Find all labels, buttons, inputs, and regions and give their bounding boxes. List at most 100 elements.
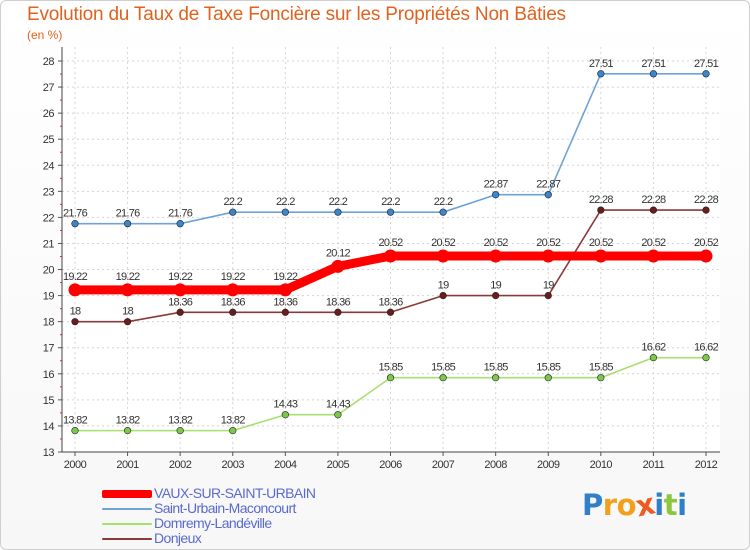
data-label: 18 xyxy=(122,306,133,318)
x-tick-label: 2003 xyxy=(222,459,245,471)
y-tick-label: 13 xyxy=(43,447,55,459)
data-label: 15.85 xyxy=(536,362,561,374)
logo-letter: r xyxy=(602,488,617,522)
data-label: 20.52 xyxy=(641,237,666,249)
logo-letter: i xyxy=(654,488,664,522)
data-label: 15.85 xyxy=(589,362,614,374)
data-label: 13.82 xyxy=(221,415,246,427)
legend-item: Saint-Urbain-Maconcourt xyxy=(102,500,362,516)
data-label: 27.51 xyxy=(589,58,614,70)
legend-label: Domremy-Landéville xyxy=(154,515,272,531)
data-label: 20.52 xyxy=(431,237,456,249)
data-label: 22.2 xyxy=(223,196,242,208)
data-point xyxy=(173,283,187,297)
data-point xyxy=(702,206,710,214)
data-label: 18.36 xyxy=(378,296,403,308)
data-label: 21.76 xyxy=(116,208,141,220)
logo-letter: i xyxy=(677,488,687,522)
data-label: 20.12 xyxy=(326,247,351,259)
x-tick-label: 2007 xyxy=(432,459,455,471)
y-tick-label: 22 xyxy=(43,212,55,224)
data-label: 21.76 xyxy=(63,208,88,220)
data-point xyxy=(544,292,552,300)
legend-swatch xyxy=(102,490,152,498)
x-tick-label: 2008 xyxy=(484,459,507,471)
legend-label: VAUX-SUR-SAINT-URBAIN xyxy=(154,485,316,501)
data-point xyxy=(492,292,500,300)
x-tick-label: 2001 xyxy=(116,459,139,471)
data-label: 20.52 xyxy=(378,237,403,249)
data-point xyxy=(597,70,605,78)
data-point xyxy=(278,283,292,297)
data-label: 19.22 xyxy=(168,271,193,283)
data-label: 15.85 xyxy=(484,362,509,374)
data-point xyxy=(597,206,605,214)
legend-swatch xyxy=(102,523,152,525)
data-label: 22.28 xyxy=(641,194,666,206)
y-tick-label: 28 xyxy=(43,56,55,68)
data-point xyxy=(492,374,500,382)
data-point xyxy=(439,292,447,300)
proxiti-logo: Proxiti xyxy=(582,486,687,523)
data-label: 27.51 xyxy=(694,58,719,70)
data-point xyxy=(334,308,342,316)
data-label: 19.22 xyxy=(63,271,88,283)
data-label: 22.2 xyxy=(381,196,400,208)
data-point xyxy=(541,249,555,263)
data-label: 19 xyxy=(490,280,501,292)
data-label: 22.87 xyxy=(536,179,561,191)
data-point xyxy=(176,308,184,316)
data-label: 15.85 xyxy=(431,362,456,374)
data-label: 13.82 xyxy=(116,415,141,427)
series-saint-urbain-maconcourt: 21.76 21.76 21.76 22.2 22.2 22.2 22.2 22.2 22.87… xyxy=(63,58,719,228)
data-point xyxy=(123,220,132,228)
y-tick-label: 27 xyxy=(43,82,55,94)
data-label: 20.52 xyxy=(589,237,614,249)
data-label: 14.43 xyxy=(326,399,351,411)
x-tick-label: 2004 xyxy=(274,459,297,471)
data-point xyxy=(649,70,658,78)
y-tick-label: 26 xyxy=(43,108,55,120)
data-point xyxy=(492,191,500,199)
y-tick-label: 24 xyxy=(43,160,55,172)
y-tick-label: 20 xyxy=(43,265,55,277)
data-point xyxy=(68,283,82,297)
logo-letter: o xyxy=(616,488,637,522)
chart-title: Evolution du Taux de Taxe Foncière sur l… xyxy=(27,4,566,25)
data-point xyxy=(71,220,79,228)
data-point xyxy=(123,427,132,435)
data-label: 22.2 xyxy=(329,196,348,208)
y-tick-label: 21 xyxy=(43,238,55,250)
x-tick-label: 2000 xyxy=(64,459,87,471)
data-point xyxy=(436,249,450,263)
data-label: 15.85 xyxy=(378,362,403,374)
y-tick-label: 18 xyxy=(43,317,55,329)
y-tick-label: 25 xyxy=(43,134,55,146)
data-point xyxy=(176,427,184,435)
data-label: 13.82 xyxy=(168,415,193,427)
legend-swatch xyxy=(102,538,152,540)
data-point xyxy=(123,318,132,326)
data-point xyxy=(229,208,237,216)
data-point xyxy=(702,354,710,362)
data-point xyxy=(226,283,240,297)
y-tick-label: 16 xyxy=(43,369,55,381)
data-label: 27.51 xyxy=(641,58,666,70)
data-label: 18.36 xyxy=(168,296,193,308)
data-point xyxy=(597,374,605,382)
legend-label: Donjeux xyxy=(154,530,202,546)
legend-item: Donjeux xyxy=(102,530,362,546)
y-axis-unit-label: (en %) xyxy=(27,28,63,42)
data-label: 16.62 xyxy=(694,342,719,354)
data-point xyxy=(544,191,552,199)
x-tick-label: 2005 xyxy=(327,459,350,471)
data-point xyxy=(544,374,552,382)
data-point xyxy=(439,208,447,216)
data-point xyxy=(176,220,184,228)
data-point xyxy=(281,208,289,216)
data-point xyxy=(386,374,395,382)
data-label: 19.22 xyxy=(221,271,246,283)
data-point xyxy=(334,411,342,419)
data-point xyxy=(649,206,658,214)
